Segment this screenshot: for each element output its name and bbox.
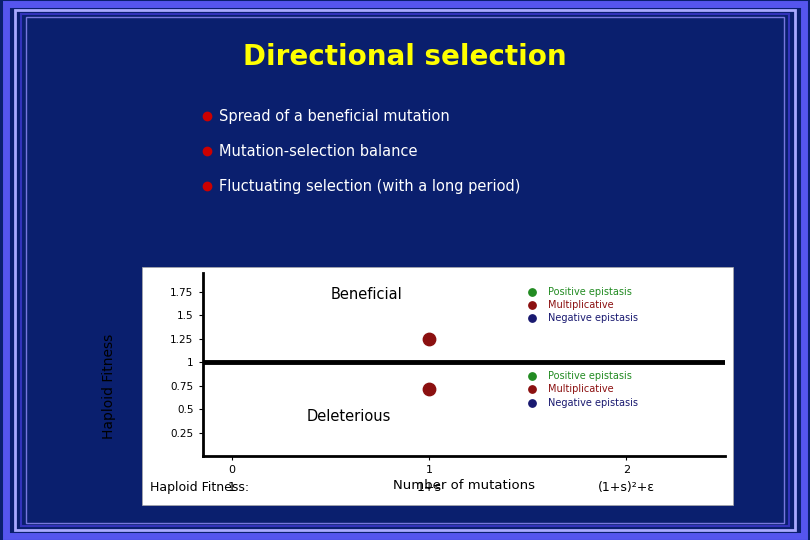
Point bbox=[525, 372, 538, 381]
Text: Multiplicative: Multiplicative bbox=[548, 300, 613, 310]
Point bbox=[525, 385, 538, 394]
Text: 1+s: 1+s bbox=[416, 481, 441, 494]
Text: (1+s)²+ε: (1+s)²+ε bbox=[598, 481, 654, 494]
Point bbox=[525, 300, 538, 309]
Text: Beneficial: Beneficial bbox=[330, 287, 403, 302]
Text: Directional selection: Directional selection bbox=[243, 43, 567, 71]
Text: Multiplicative: Multiplicative bbox=[548, 384, 613, 394]
Point bbox=[525, 287, 538, 296]
Text: Negative epistasis: Negative epistasis bbox=[548, 397, 637, 408]
Point bbox=[525, 399, 538, 407]
Point bbox=[423, 384, 436, 393]
X-axis label: Number of mutations: Number of mutations bbox=[393, 480, 535, 492]
Point bbox=[525, 314, 538, 322]
Text: Negative epistasis: Negative epistasis bbox=[548, 313, 637, 323]
Text: Positive epistasis: Positive epistasis bbox=[548, 372, 631, 381]
Point bbox=[423, 334, 436, 343]
Text: Spread of a beneficial mutation: Spread of a beneficial mutation bbox=[219, 109, 450, 124]
Text: Positive epistasis: Positive epistasis bbox=[548, 287, 631, 296]
Text: Deleterious: Deleterious bbox=[307, 409, 391, 424]
Text: Haploid Fitness: Haploid Fitness bbox=[102, 334, 117, 438]
Text: 1: 1 bbox=[228, 481, 236, 494]
Text: Mutation-selection balance: Mutation-selection balance bbox=[219, 144, 417, 159]
Bar bbox=[142, 267, 733, 505]
Text: Haploid Fitness:: Haploid Fitness: bbox=[150, 481, 249, 494]
Text: Fluctuating selection (with a long period): Fluctuating selection (with a long perio… bbox=[219, 179, 520, 194]
